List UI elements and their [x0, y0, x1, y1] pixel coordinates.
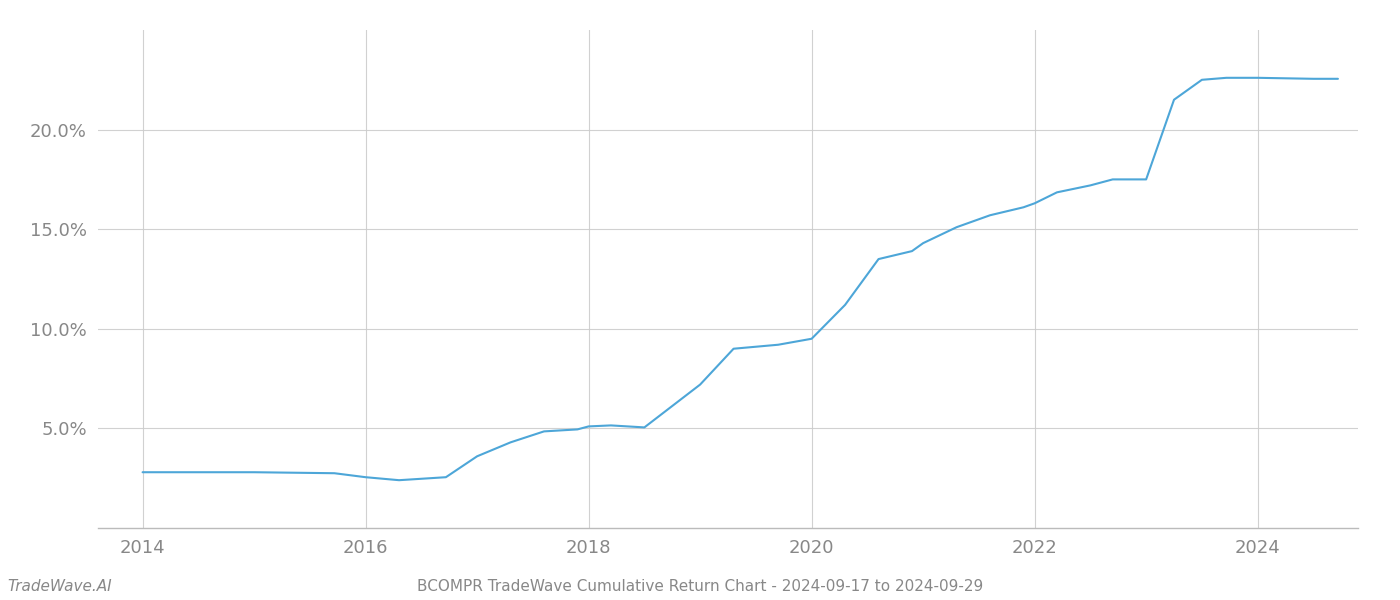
Text: TradeWave.AI: TradeWave.AI — [7, 579, 112, 594]
Text: BCOMPR TradeWave Cumulative Return Chart - 2024-09-17 to 2024-09-29: BCOMPR TradeWave Cumulative Return Chart… — [417, 579, 983, 594]
